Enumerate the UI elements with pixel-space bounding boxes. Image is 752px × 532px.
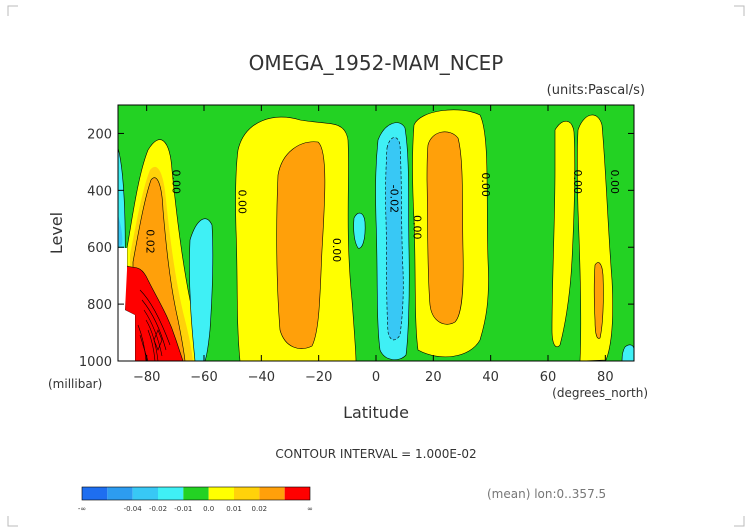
contour-label: 0.00 bbox=[169, 170, 182, 195]
contour-label: 0.00 bbox=[235, 189, 248, 214]
contour-label: 0.00 bbox=[479, 172, 492, 197]
contour-label: 0.02 bbox=[144, 229, 157, 254]
legend-label: 0.02 bbox=[252, 505, 268, 513]
legend-label: ∞ bbox=[307, 505, 313, 513]
legend-label: -0.01 bbox=[174, 505, 192, 513]
x-axis-ticks: −80 −60 −40 −20 0 20 40 60 80 bbox=[133, 105, 614, 385]
x-tick-label: −60 bbox=[190, 370, 217, 385]
y-axis-label: Level bbox=[47, 212, 66, 254]
contour-label: 0.00 bbox=[571, 170, 584, 195]
y-tick-label: 200 bbox=[87, 127, 112, 142]
legend-frame bbox=[81, 486, 311, 501]
chart-title: OMEGA_1952-MAM_NCEP bbox=[249, 51, 504, 75]
units-label: (units:Pascal/s) bbox=[547, 83, 645, 98]
legend-swatch bbox=[284, 487, 310, 500]
contour-labels: 0.00 0.02 0.00 0.00 -0.02 0.00 0.00 0.00 0.00 bbox=[144, 170, 621, 263]
legend-label: 0.01 bbox=[226, 505, 242, 513]
legend-swatch bbox=[82, 487, 108, 500]
x-tick-label: 0 bbox=[372, 370, 380, 385]
legend-swatch bbox=[259, 487, 285, 500]
contour-label: 0.00 bbox=[410, 215, 423, 240]
color-legend: -∞ -0.04 -0.02 -0.01 0.0 0.01 0.02 ∞ bbox=[78, 486, 313, 513]
contour-label: 0.00 bbox=[608, 170, 621, 195]
x-tick-label: 60 bbox=[540, 370, 557, 385]
legend-label: -0.04 bbox=[124, 505, 143, 513]
x-tick-label: 20 bbox=[425, 370, 442, 385]
y-tick-label: 800 bbox=[87, 298, 112, 313]
page-corner-marks bbox=[7, 5, 745, 527]
contour-interval-text: CONTOUR INTERVAL = 1.000E-02 bbox=[275, 447, 476, 461]
contour-fill-orange-mid bbox=[276, 141, 326, 349]
y-tick-label: 400 bbox=[87, 184, 112, 199]
y-axis-ticks: 200 400 600 800 1000 bbox=[79, 127, 634, 370]
legend-swatch bbox=[107, 487, 133, 500]
x-tick-label: 40 bbox=[482, 370, 499, 385]
below-ground-mask bbox=[118, 248, 135, 361]
y-axis-units: (millibar) bbox=[48, 377, 102, 391]
contour-fill-blue-trough bbox=[385, 137, 404, 341]
contour-fill-orange-right bbox=[426, 131, 464, 325]
legend-label: -0.02 bbox=[149, 505, 167, 513]
legend-swatch bbox=[183, 487, 209, 500]
legend-swatch bbox=[132, 487, 158, 500]
contour-fill-yellow-far bbox=[551, 120, 576, 348]
contour-fill-yellow-80 bbox=[576, 114, 614, 361]
contour-field bbox=[118, 105, 634, 361]
legend-label: -∞ bbox=[78, 505, 86, 513]
x-tick-label: −80 bbox=[133, 370, 160, 385]
legend-swatch bbox=[158, 487, 184, 500]
x-axis-units: (degrees_north) bbox=[552, 386, 648, 400]
legend-swatch bbox=[234, 487, 260, 500]
contour-fill-cyan-br bbox=[621, 344, 634, 361]
x-axis-label: Latitude bbox=[343, 403, 409, 422]
x-tick-label: −40 bbox=[248, 370, 275, 385]
contour-label: -0.02 bbox=[387, 185, 400, 213]
legend-label: 0.0 bbox=[203, 505, 214, 513]
x-tick-label: −20 bbox=[305, 370, 332, 385]
y-tick-label: 1000 bbox=[79, 355, 112, 370]
x-tick-label: 80 bbox=[597, 370, 614, 385]
contour-lines-red-core bbox=[137, 289, 171, 361]
contour-fill-blue-left bbox=[118, 215, 123, 247]
contour-fill-orange-80 bbox=[593, 262, 604, 339]
mean-text: (mean) lon:0..357.5 bbox=[487, 487, 606, 501]
contour-fill-cyan-mid bbox=[189, 218, 214, 361]
legend-swatch bbox=[208, 487, 234, 500]
contour-fill-cyan-small bbox=[353, 212, 366, 249]
y-tick-label: 600 bbox=[87, 241, 112, 256]
contour-fill-red-left bbox=[124, 264, 184, 361]
contour-label: 0.00 bbox=[330, 238, 343, 262]
